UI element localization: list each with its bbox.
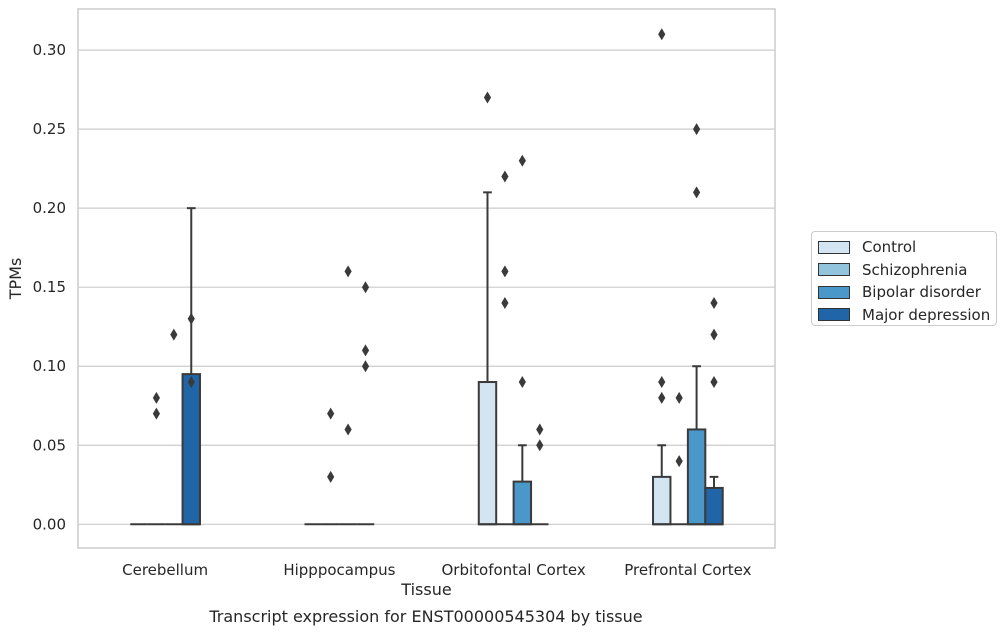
outlier-point <box>692 123 701 136</box>
legend-label-schizophrenia: Schizophrenia <box>862 260 968 279</box>
outlier-point <box>361 360 370 373</box>
legend-item-bipolar-disorder: Bipolar disorder <box>818 281 996 304</box>
outlier-point <box>501 297 509 309</box>
outlier-point <box>344 265 352 278</box>
outlier-point <box>361 344 370 357</box>
outlier-point <box>710 297 718 309</box>
y-tick-label: 0.15 <box>33 278 66 296</box>
outlier-point <box>327 470 335 483</box>
box-major-depression <box>531 423 549 526</box>
outlier-point <box>187 376 195 389</box>
outlier-point <box>501 170 509 183</box>
box-schizophrenia <box>147 391 166 526</box>
y-tick-label: 0.30 <box>33 41 66 59</box>
box-body <box>652 475 672 526</box>
legend: Control Schizophrenia Bipolar disorder M… <box>811 231 997 326</box>
y-tick-label: 0.00 <box>33 515 66 533</box>
box-schizophrenia <box>321 407 340 526</box>
box-major-depression <box>704 297 724 526</box>
outlier-point <box>536 439 544 452</box>
box-bipolar-disorder <box>512 154 533 526</box>
outlier-point <box>710 376 718 389</box>
y-tick-label: 0.20 <box>33 199 66 217</box>
outlier-point <box>152 407 161 420</box>
x-tick-label: Orbitofontal Cortex <box>442 561 586 579</box>
outlier-point <box>710 328 718 341</box>
box-body <box>704 486 724 526</box>
outlier-point <box>501 265 509 278</box>
outlier-point <box>483 91 492 104</box>
legend-label-control: Control <box>862 238 917 257</box>
outlier-point <box>658 28 666 41</box>
box-schizophrenia <box>670 391 688 526</box>
legend-swatch-bipolar-disorder <box>818 285 850 299</box>
x-axis-label: Tissue <box>400 580 451 599</box>
box-control <box>652 28 672 526</box>
box-schizophrenia <box>496 170 514 526</box>
box-body <box>181 373 201 526</box>
y-tick-label: 0.05 <box>33 436 66 454</box>
outlier-point <box>675 391 683 404</box>
outlier-point <box>327 407 335 420</box>
box-bipolar-disorder <box>165 328 183 526</box>
outlier-point <box>518 376 526 389</box>
x-tick-label: Cerebellum <box>122 561 208 579</box>
outlier-point <box>152 391 161 404</box>
y-axis-label: TPMs <box>6 258 25 301</box>
x-tick-label: Prefrontal Cortex <box>624 561 751 579</box>
y-tick-label: 0.10 <box>33 357 66 375</box>
box-major-depression <box>356 281 375 526</box>
legend-label-major-depression: Major depression <box>862 305 991 324</box>
box-body <box>477 381 498 526</box>
outlier-point <box>658 376 666 389</box>
box-control <box>477 91 498 526</box>
legend-item-control: Control <box>818 236 996 259</box>
y-tick-label: 0.25 <box>33 120 66 138</box>
legend-swatch-schizophrenia <box>818 263 850 277</box>
outlier-point <box>536 423 544 436</box>
chart-title: Transcript expression for ENST0000054530… <box>208 607 642 626</box>
box-body <box>512 480 533 526</box>
legend-label-bipolar-disorder: Bipolar disorder <box>862 283 981 302</box>
box-body <box>686 428 707 526</box>
legend-swatch-control <box>818 240 850 254</box>
outlier-point <box>675 455 683 468</box>
y-tick-labels: 0.00 0.05 0.10 0.15 0.20 0.25 0.30 <box>33 41 66 533</box>
outlier-point <box>170 328 178 341</box>
box-major-depression <box>181 207 201 526</box>
outlier-point <box>187 312 195 325</box>
legend-swatch-major-depression <box>818 308 850 322</box>
outlier-point <box>692 186 701 199</box>
plot-frame <box>77 8 776 549</box>
box-bipolar-disorder <box>339 265 357 526</box>
legend-item-major-depression: Major depression <box>818 304 996 327</box>
legend-item-schizophrenia: Schizophrenia <box>818 259 996 282</box>
outlier-point <box>658 391 666 404</box>
box-bipolar-disorder <box>686 123 707 526</box>
outlier-point <box>518 154 526 167</box>
x-tick-labels: Cerebellum Hipppocampus Orbitofontal Corte… <box>122 561 751 579</box>
outlier-point <box>344 423 352 436</box>
box-plots <box>130 28 724 526</box>
x-tick-label: Hipppocampus <box>283 561 395 579</box>
outlier-point <box>361 281 370 294</box>
